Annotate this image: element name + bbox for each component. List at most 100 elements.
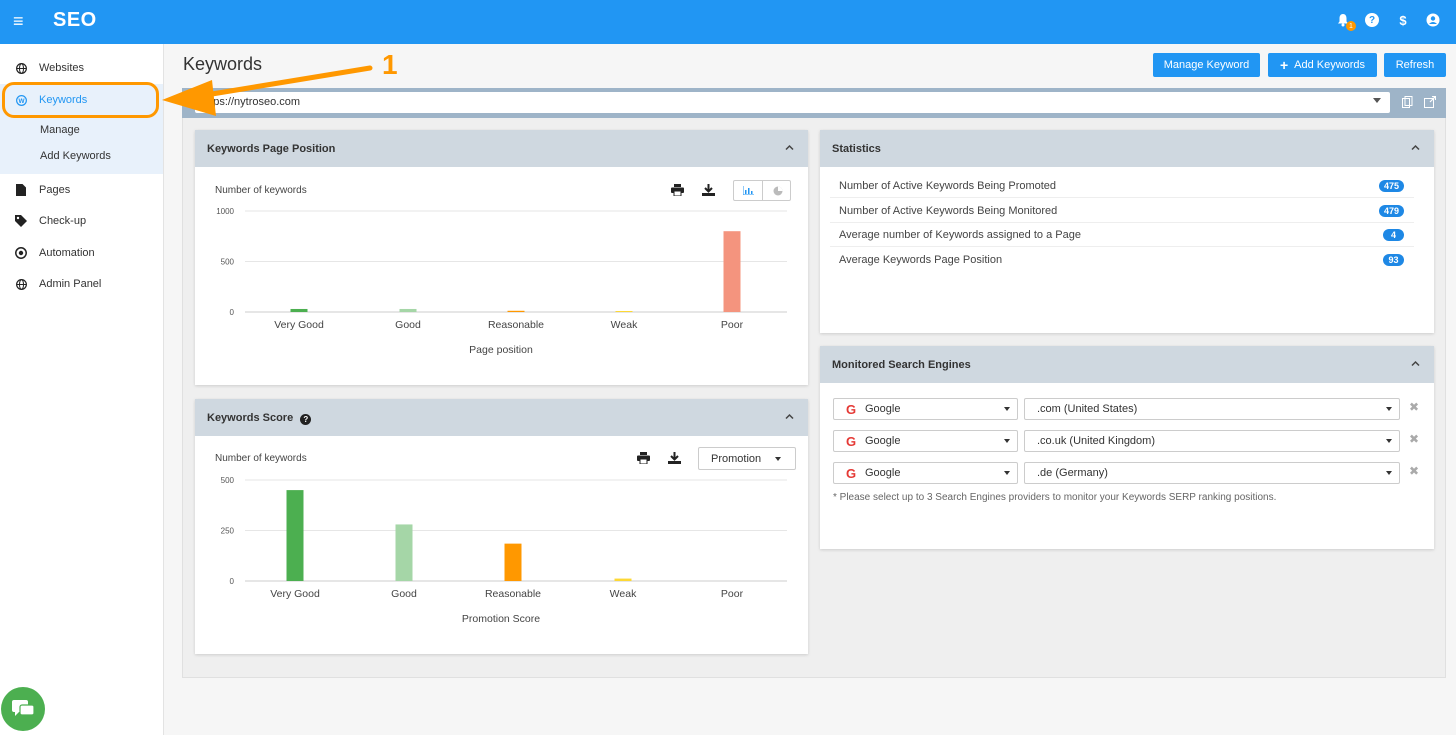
engine-select[interactable]: G Google [833, 398, 1018, 420]
annotation-number: 1 [382, 49, 398, 80]
domain-select[interactable]: .com (United States) [1024, 398, 1400, 420]
chart-caption: Number of keywords [215, 185, 307, 196]
add-keywords-label: Add Keywords [1294, 59, 1366, 71]
chat-button[interactable] [1, 687, 45, 731]
website-url-select[interactable]: https://nytroseo.com [195, 92, 1390, 113]
plus-icon: + [1279, 57, 1289, 73]
help-icon[interactable]: ? [300, 414, 312, 425]
panel-header [820, 346, 1434, 383]
sidebar-item-keywords[interactable]: W Keywords [0, 85, 163, 115]
caret-down-icon [1004, 439, 1010, 443]
external-link-icon[interactable] [1423, 95, 1437, 109]
y-tick-label: 500 [221, 476, 235, 485]
user-icon[interactable] [1425, 12, 1441, 28]
brand-title: SEO [53, 9, 97, 31]
panel-header [820, 130, 1434, 167]
dollar-icon[interactable]: $ [1399, 12, 1407, 28]
keyword-icon: W [15, 94, 27, 106]
chevron-up-icon[interactable] [1411, 359, 1420, 368]
x-tick-label: Reasonable [488, 319, 544, 331]
score-type-dropdown[interactable]: Promotion [698, 447, 796, 470]
domain-value: .com (United States) [1037, 403, 1138, 415]
print-icon[interactable] [636, 451, 650, 465]
chat-icon [12, 700, 35, 716]
sidebar-subitem-add-keywords[interactable]: Add Keywords [40, 150, 111, 162]
panel-title: Monitored Search Engines [832, 359, 971, 371]
remove-icon[interactable]: ✖ [1409, 400, 1420, 414]
x-tick-label: Good [391, 588, 417, 600]
page-position-chart: 0 500 1000 Very Good Good Reasonable Weak Poor P… [216, 207, 787, 356]
caret-down-icon [1386, 407, 1392, 411]
domain-select[interactable]: .co.uk (United Kingdom) [1024, 430, 1400, 452]
caret-down-icon [1386, 471, 1392, 475]
stat-label: Average number of Keywords assigned to a… [839, 229, 1081, 241]
engines-note: * Please select up to 3 Search Engines p… [833, 492, 1277, 503]
download-icon[interactable] [701, 183, 715, 197]
bell-icon[interactable] [1335, 12, 1351, 28]
panel-title: Keywords Score ? [207, 412, 312, 425]
stat-label: Number of Active Keywords Being Monitore… [839, 205, 1058, 217]
x-tick-label: Reasonable [485, 588, 541, 600]
manage-keyword-button[interactable]: Manage Keyword [1153, 53, 1260, 77]
promotion-score-chart: 0 250 500 Very Good Good Reasonable Weak Poor Pr… [221, 476, 787, 625]
eye-icon [15, 247, 27, 259]
domain-value: .co.uk (United Kingdom) [1037, 435, 1155, 447]
panel-header [195, 130, 808, 167]
sidebar: Websites W Keywords Manage Add Keywords … [0, 44, 164, 735]
stat-label: Number of Active Keywords Being Promoted [839, 180, 1057, 192]
engine-value: Google [865, 403, 901, 415]
add-keywords-button[interactable]: + Add Keywords [1268, 53, 1377, 77]
hamburger-icon[interactable]: ≡ [13, 11, 24, 31]
pie-chart-icon[interactable] [763, 181, 792, 200]
sidebar-subitem-manage[interactable]: Manage [40, 124, 80, 136]
sidebar-item-admin-panel[interactable]: Admin Panel [0, 269, 163, 299]
sidebar-item-label: Automation [39, 247, 95, 259]
download-icon[interactable] [667, 451, 681, 465]
keywords-score-panel: Keywords Score ? Number of keywords Prom… [195, 399, 808, 654]
chevron-up-icon[interactable] [785, 412, 794, 421]
chevron-up-icon[interactable] [785, 143, 794, 152]
engine-value: Google [865, 435, 901, 447]
caret-down-icon [1004, 471, 1010, 475]
bar [399, 308, 417, 312]
stat-badge: 93 [1383, 254, 1404, 266]
y-tick-label: 1000 [216, 207, 234, 216]
panel-title: Keywords Page Position [207, 143, 336, 155]
x-tick-label: Poor [721, 319, 744, 331]
y-tick-label: 0 [230, 577, 235, 586]
stat-row: Number of Active Keywords Being Monitore… [830, 199, 1414, 223]
panel-title-text: Keywords Score [207, 412, 294, 424]
caret-down-icon [775, 457, 781, 461]
x-tick-label: Good [395, 319, 421, 331]
bar-chart-icon[interactable] [734, 181, 763, 200]
print-icon[interactable] [670, 183, 684, 197]
refresh-button[interactable]: Refresh [1384, 53, 1446, 77]
engine-select[interactable]: G Google [833, 430, 1018, 452]
top-bar: ≡ SEO 1 ? $ [0, 0, 1456, 44]
engine-select[interactable]: G Google [833, 462, 1018, 484]
stat-label: Average Keywords Page Position [839, 254, 1003, 266]
remove-icon[interactable]: ✖ [1409, 464, 1420, 478]
sidebar-item-label: Websites [39, 62, 85, 74]
copy-icon[interactable] [1400, 95, 1414, 109]
tag-icon [15, 215, 27, 227]
remove-icon[interactable]: ✖ [1409, 432, 1420, 446]
chart-type-toggle [733, 180, 791, 201]
sidebar-item-pages[interactable]: Pages [0, 175, 163, 205]
chevron-up-icon[interactable] [1411, 143, 1420, 152]
google-icon: G [846, 402, 857, 417]
google-icon: G [846, 434, 857, 449]
caret-down-icon [1004, 407, 1010, 411]
sidebar-item-check-up[interactable]: Check-up [0, 206, 163, 236]
chevron-down-icon[interactable] [1373, 98, 1381, 103]
file-icon [15, 184, 27, 196]
panel-header [195, 399, 808, 436]
engine-value: Google [865, 467, 901, 479]
sidebar-item-automation[interactable]: Automation [0, 238, 163, 268]
domain-select[interactable]: .de (Germany) [1024, 462, 1400, 484]
domain-value: .de (Germany) [1037, 467, 1108, 479]
help-icon[interactable]: ? [1364, 12, 1380, 28]
x-axis-label: Page position [469, 344, 533, 356]
google-icon: G [846, 466, 857, 481]
sidebar-item-websites[interactable]: Websites [0, 53, 163, 83]
